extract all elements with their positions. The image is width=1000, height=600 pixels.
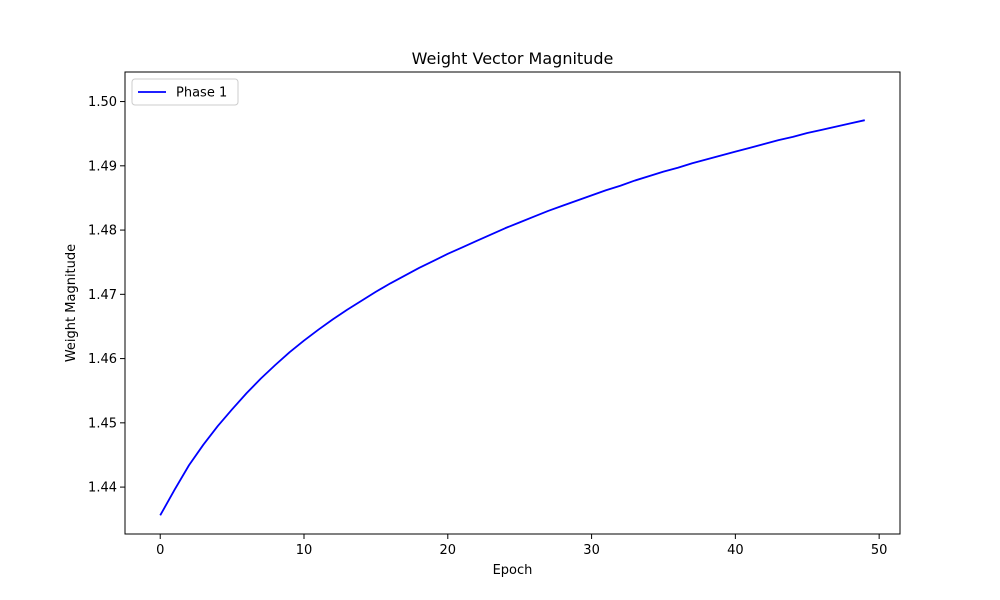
x-axis-label: Epoch: [493, 563, 533, 578]
y-tick-label: 1.44: [88, 481, 117, 496]
y-tick-label: 1.46: [88, 352, 117, 367]
y-tick-label: 1.47: [88, 288, 117, 303]
x-tick-label: 20: [440, 543, 457, 558]
series-line-phase-1: [159, 119, 865, 516]
x-axis: 0 10 20 30 40 50: [156, 534, 887, 558]
x-tick-label: 30: [583, 543, 600, 558]
x-tick-label: 50: [871, 543, 888, 558]
series-layer: [159, 119, 865, 516]
y-axis: 1.44 1.45 1.46 1.47 1.48 1.49 1.50: [88, 95, 125, 496]
chart-title: Weight Vector Magnitude: [412, 49, 614, 68]
y-axis-label: Weight Magnitude: [64, 244, 79, 362]
legend-label-phase-1: Phase 1: [176, 86, 227, 101]
legend: Phase 1: [131, 78, 239, 106]
y-tick-label: 1.45: [88, 416, 117, 431]
x-tick-label: 10: [296, 543, 313, 558]
plot-area-frame: [124, 71, 901, 535]
legend-box: [131, 78, 239, 106]
x-tick-label: 0: [156, 543, 164, 558]
y-tick-label: 1.48: [88, 224, 117, 239]
x-tick-label: 40: [727, 543, 744, 558]
y-tick-label: 1.50: [88, 95, 117, 110]
y-tick-label: 1.49: [88, 159, 117, 174]
